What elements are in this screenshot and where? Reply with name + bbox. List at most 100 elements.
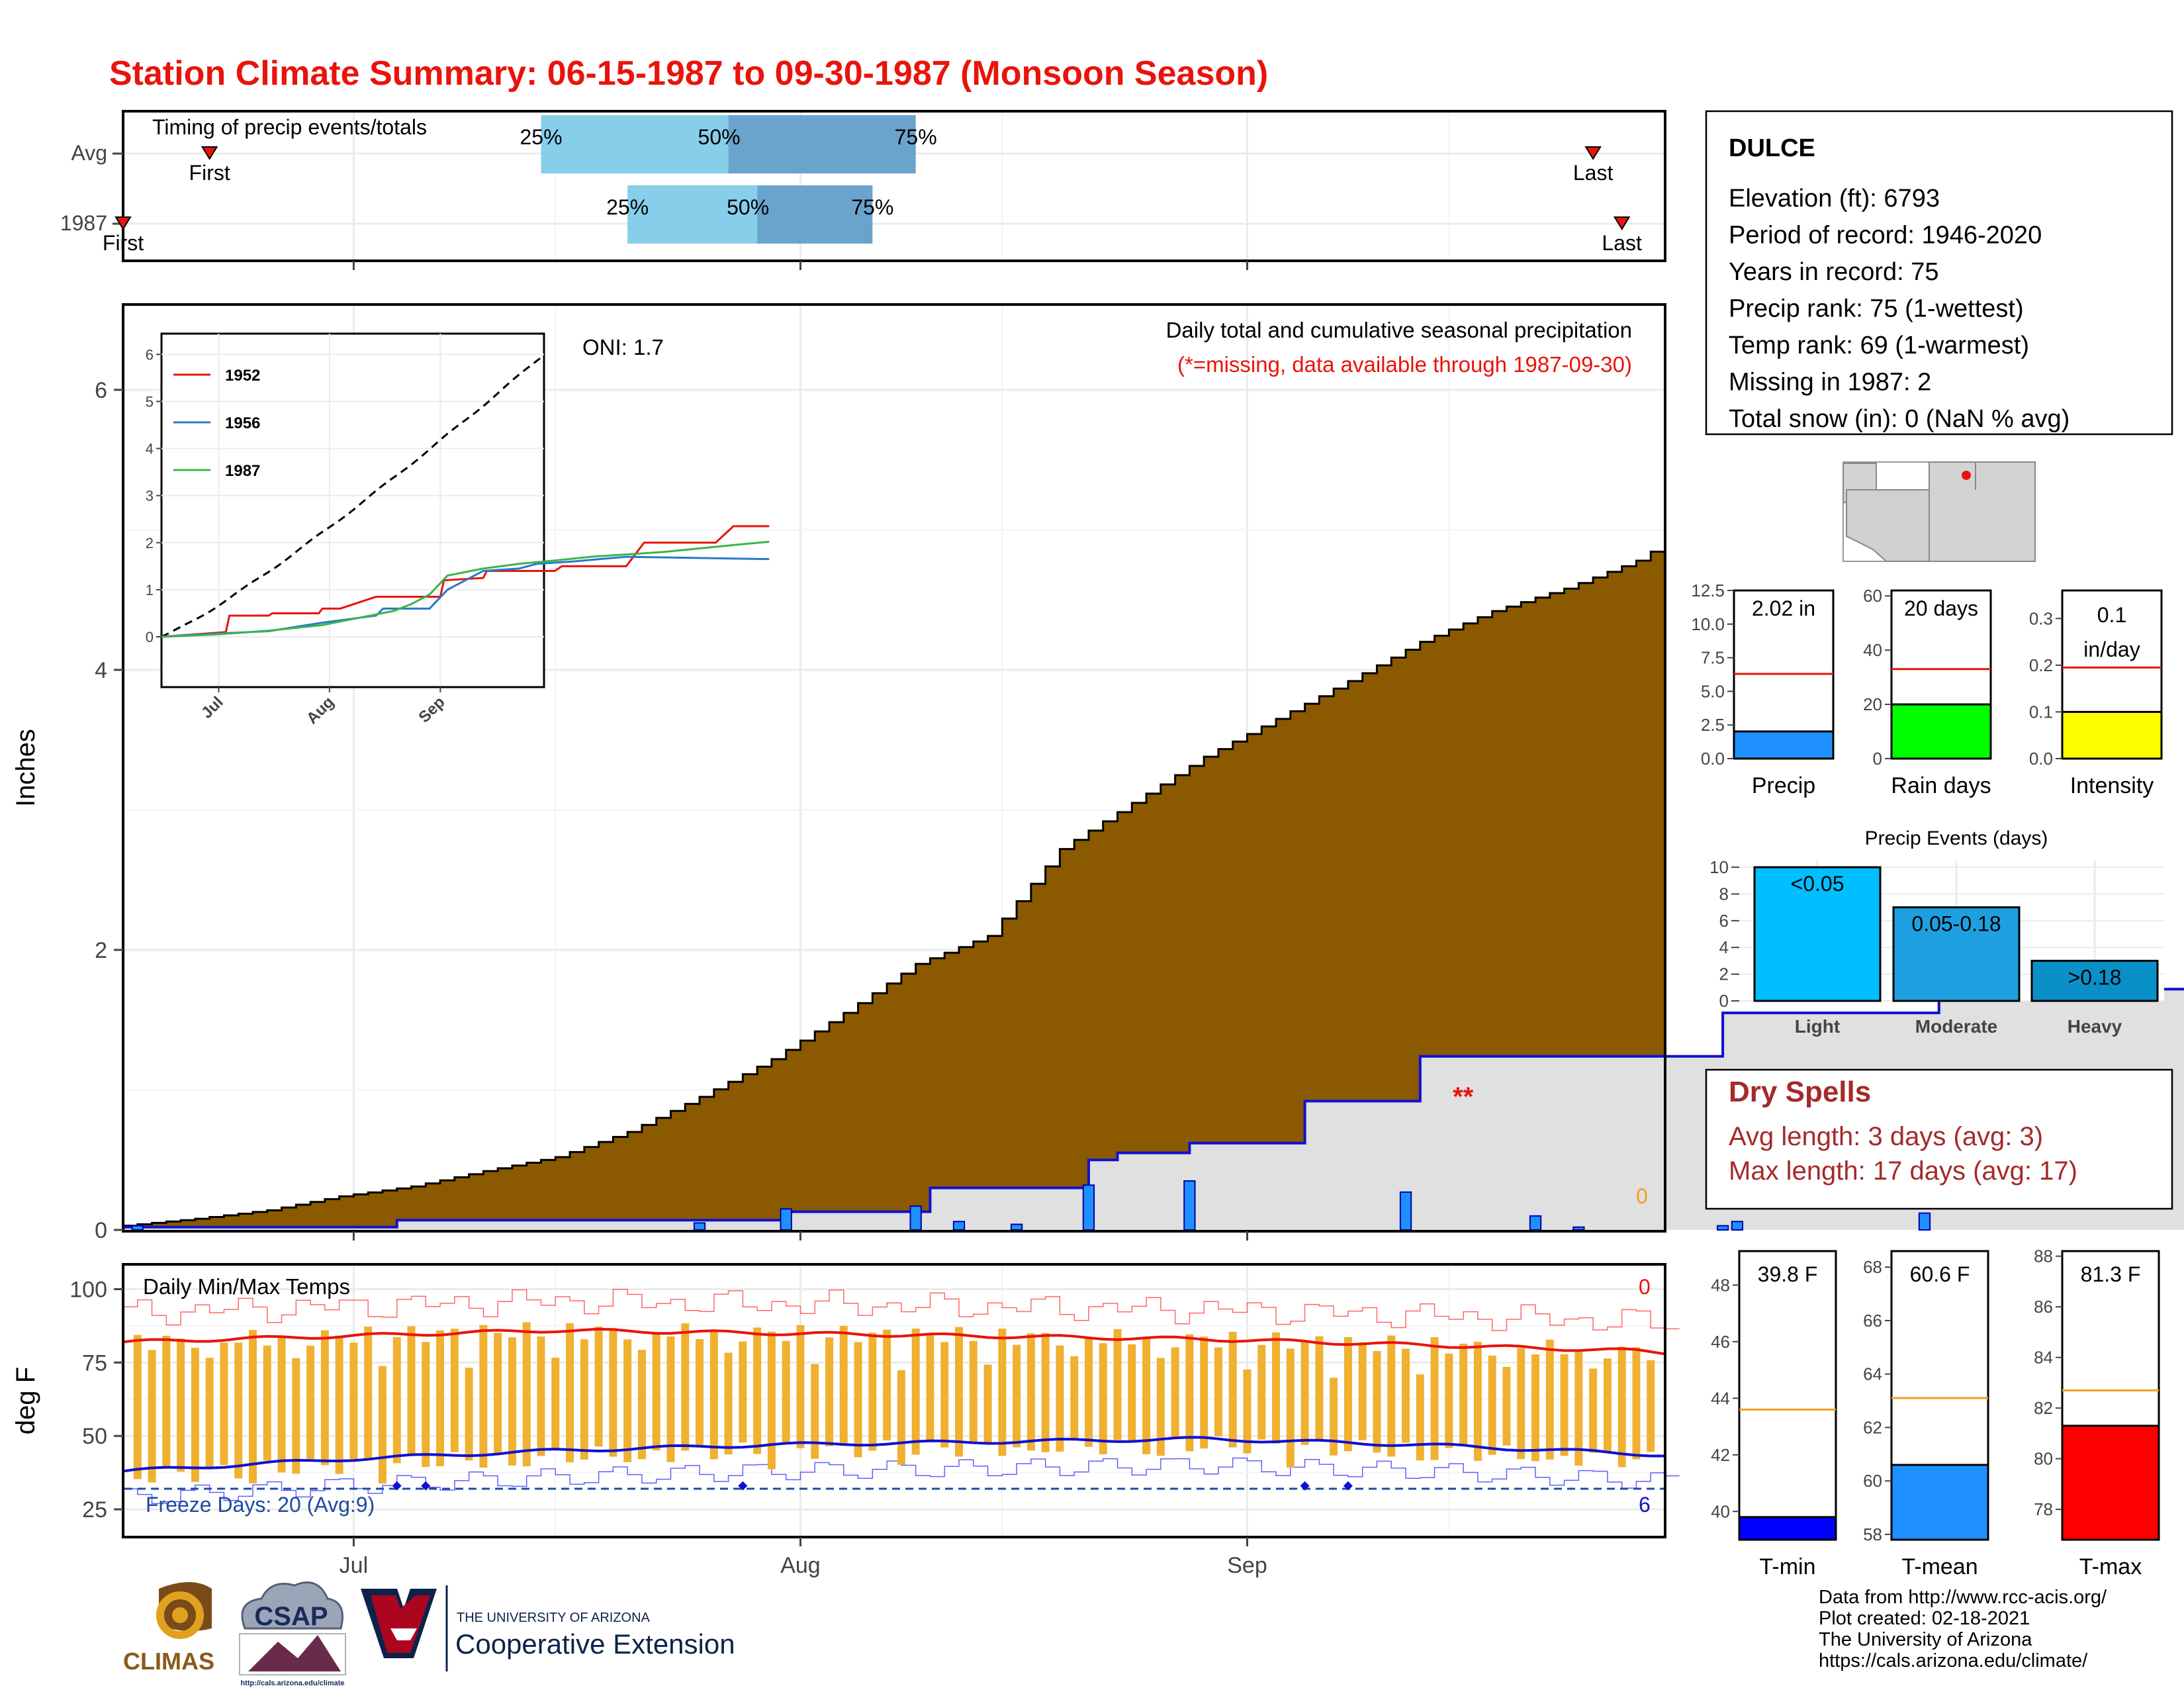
precip-y-label: Inches [11, 729, 40, 807]
temp-range-bar-75 [1200, 1336, 1208, 1449]
station-line-4: Temp rank: 69 (1-warmest) [1729, 332, 2029, 359]
temp-y-axis: 25 50 75 100 [69, 1277, 123, 1523]
precip-mini-tick-label-5: 12.5 [1691, 581, 1725, 600]
tmean-tick-label-1: 60 [1863, 1471, 1882, 1491]
dry-spells-title: Dry Spells [1729, 1076, 1871, 1108]
temp-range-bar-106 [1647, 1360, 1655, 1452]
daily-precip-bar-13 [1918, 1212, 1931, 1231]
temp-range-bar-72 [1156, 1358, 1165, 1456]
temp-range-bar-26 [494, 1333, 502, 1454]
dry-spells-avg: Avg length: 3 days (avg: 3) [1729, 1122, 2043, 1151]
temp-range-bar-78 [1243, 1369, 1251, 1454]
station-line-2: Years in record: 75 [1729, 258, 1939, 286]
temp-range-bar-43 [739, 1341, 747, 1443]
temp-range-bar-97 [1517, 1348, 1525, 1460]
temp-title: Daily Min/Max Temps [143, 1274, 350, 1299]
daily-precip-bar-10 [1572, 1226, 1585, 1231]
temp-range-bar-31 [566, 1323, 574, 1463]
temp-range-bar-11 [277, 1336, 286, 1473]
temp-range-bar-105 [1632, 1347, 1641, 1460]
events-bar-moderate [1892, 906, 2021, 1002]
temp-range-bar-23 [450, 1329, 459, 1452]
temp-range-bar-57 [940, 1342, 949, 1448]
timing-panel: Timing of precip events/totals Avg 1987 … [60, 110, 1666, 262]
rain-days-mini-tick-label-0: 0 [1873, 749, 1882, 769]
temp-range-bar-67 [1084, 1338, 1093, 1447]
station-line-1: Period of record: 1946-2020 [1729, 222, 2042, 250]
ua-logo: THE UNIVERSITY OF ARIZONA Cooperative Ex… [361, 1585, 735, 1671]
tmax-tick-label-5: 88 [2034, 1246, 2053, 1266]
rain-days-mini-bar [1890, 703, 1992, 760]
mini-precip-bars: 0.0 2.5 5.0 7.5 10.0 12.5 Precip 2.02 in 0 20 40 60… [1691, 581, 2163, 798]
rain-days-mini-label: Rain days [1891, 773, 1991, 798]
daily-precip-bar-0 [131, 1225, 144, 1231]
tmin-value-label: 39.8 F [1758, 1262, 1818, 1286]
rain-days-mini-value: 20 days [1904, 596, 1978, 620]
temp-range-bar-1 [133, 1335, 142, 1479]
timing-label-50-1987: 50% [727, 195, 769, 219]
temp-range-bar-37 [652, 1334, 660, 1451]
freeze-marker-3 [1300, 1481, 1310, 1491]
temp-range-bar-38 [666, 1336, 675, 1462]
freeze-marker-0 [392, 1481, 402, 1491]
temp-ytick-label-2: 75 [82, 1350, 107, 1376]
temp-range-bar-95 [1488, 1355, 1496, 1455]
tmax-tick-label-0: 78 [2034, 1499, 2053, 1519]
temp-range-bar-86 [1358, 1342, 1367, 1440]
station-info-box: DULCE Elevation (ft): 6793 Period of reco… [1705, 110, 2173, 436]
temp-ytick-label-0: 25 [82, 1497, 107, 1523]
temp-range-bar-71 [1142, 1338, 1151, 1454]
month-label-2: Sep [1227, 1553, 1267, 1578]
temp-count-high: 0 [1639, 1275, 1651, 1299]
temp-range-bar-17 [364, 1327, 373, 1459]
freeze-days-label: Freeze Days: 20 (Avg:9) [146, 1493, 375, 1517]
timing-label-50-avg: 50% [698, 125, 741, 149]
temp-range-bar-85 [1343, 1336, 1352, 1452]
events-category-label-0: Light [1795, 1016, 1840, 1037]
temp-range-bar-69 [1113, 1329, 1122, 1440]
temp-range-bar-49 [825, 1337, 833, 1446]
daily-precip-bar-6 [1082, 1184, 1095, 1231]
temp-range-bar-90 [1416, 1374, 1424, 1461]
tmean-tick-label-5: 68 [1863, 1257, 1882, 1277]
tmean-tick-label-2: 62 [1863, 1417, 1882, 1437]
climas-logo-text: CLIMAS [123, 1648, 214, 1675]
temp-range-bar-41 [709, 1332, 718, 1460]
temp-panel: 25 50 75 100 deg F Daily Min/Max Temps Free… [11, 1263, 1680, 1538]
daily-precip-bar-9 [1529, 1215, 1542, 1231]
intensity-mini-bar [2061, 710, 2163, 760]
events-ytick-label-2: 4 [1719, 937, 1729, 957]
daily-precip-bar-12 [1731, 1221, 1744, 1231]
temp-range-bar-91 [1430, 1336, 1439, 1460]
tmin-tick-label-0: 40 [1711, 1501, 1730, 1521]
precip-area-layer [122, 542, 2184, 1231]
temp-range-bar-77 [1228, 1331, 1237, 1448]
temp-range-bar-20 [407, 1326, 416, 1454]
station-name: DULCE [1729, 134, 1815, 162]
timing-last-label-1987: Last [1602, 231, 1642, 255]
dry-spells-box: Dry Spells Avg length: 3 days (avg: 3) M… [1705, 1068, 2173, 1210]
temp-range-bar-42 [724, 1352, 733, 1455]
temp-range-bar-87 [1373, 1350, 1381, 1453]
temp-range-bar-7 [220, 1342, 228, 1466]
inset-legend-label-1952: 1952 [225, 367, 260, 385]
inset-series-line-1952 [161, 525, 770, 638]
temp-range-bar-18 [378, 1366, 387, 1484]
tmin-bar-frame [1738, 1250, 1837, 1541]
temp-range-bar-81 [1286, 1348, 1295, 1468]
temp-range-bar-39 [681, 1323, 690, 1451]
precip-missing-note: (*=missing, data available through 1987-… [1177, 352, 1632, 377]
tmean-tick-label-0: 58 [1863, 1524, 1882, 1544]
ua-small-text: THE UNIVERSITY OF ARIZONA [457, 1611, 651, 1625]
temp-range-bar-6 [205, 1358, 214, 1469]
temp-range-bar-82 [1300, 1340, 1309, 1445]
events-range-label-0: <0.05 [1791, 872, 1844, 896]
precip-mini-tick-label-2: 5.0 [1701, 681, 1725, 701]
tmin-bar [1738, 1516, 1837, 1541]
rain-days-mini-tick-label-3: 60 [1863, 586, 1882, 606]
inset-ytick-label-6: 6 [146, 346, 154, 363]
station-line-0: Elevation (ft): 6793 [1729, 185, 1940, 212]
timing-q50-75-1987 [757, 185, 873, 244]
temp-range-bar-44 [753, 1327, 762, 1454]
temp-range-bar-34 [609, 1328, 617, 1457]
